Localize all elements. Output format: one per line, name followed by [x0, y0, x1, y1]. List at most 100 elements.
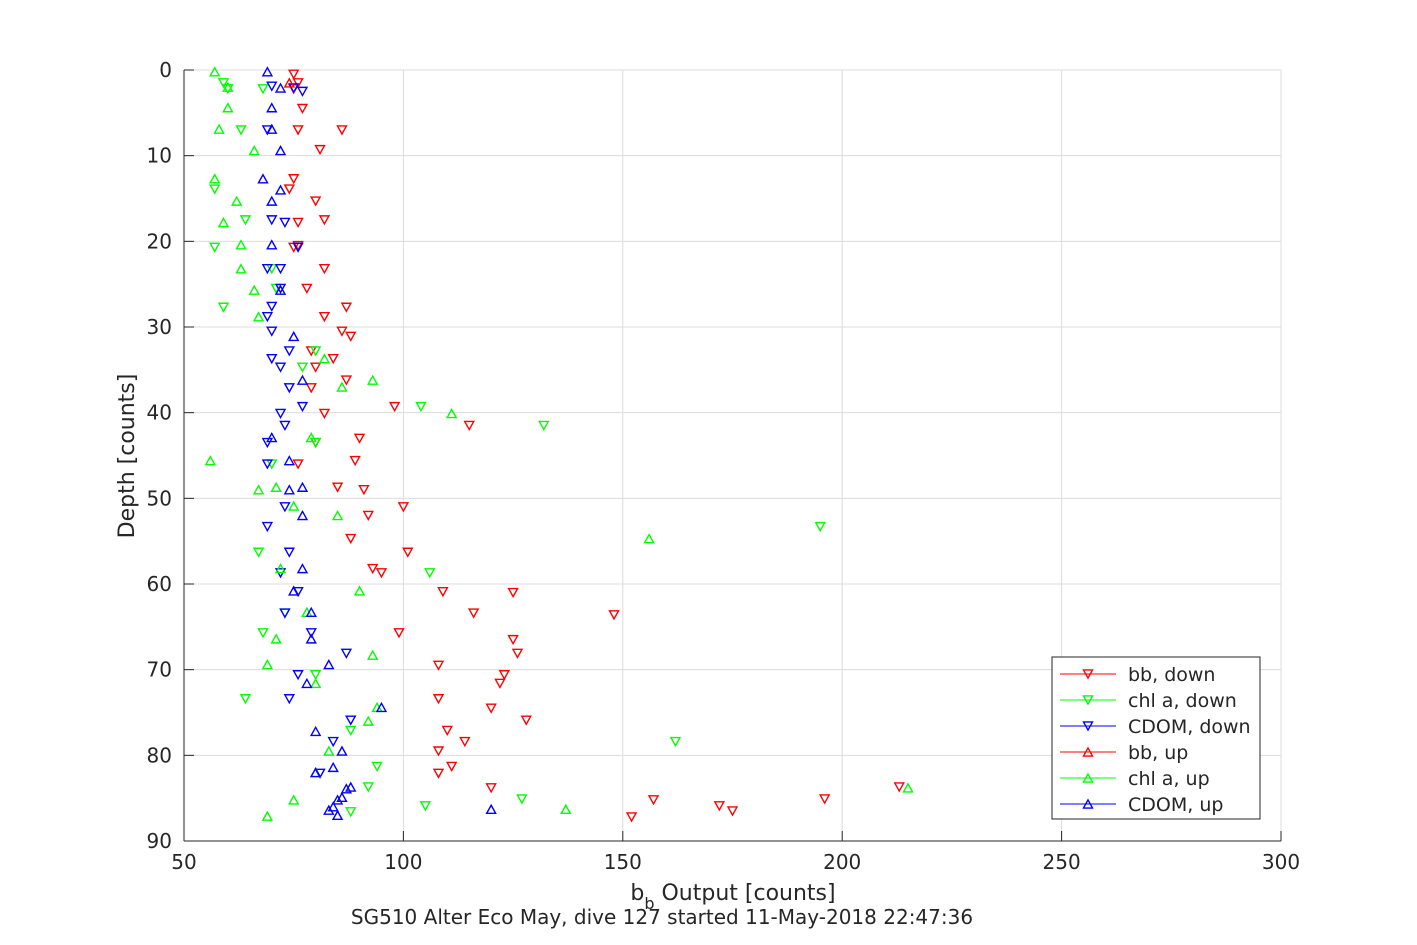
data-point	[283, 455, 296, 466]
data-point	[266, 239, 278, 250]
data-point	[279, 608, 291, 619]
data-point	[432, 746, 445, 757]
data-point	[248, 284, 260, 295]
data-point	[432, 660, 445, 671]
x-axis-label-base: b	[630, 881, 644, 906]
data-point	[261, 459, 274, 470]
data-point	[419, 801, 432, 812]
data-point	[261, 810, 274, 821]
data-point	[445, 408, 458, 419]
data-point	[327, 761, 339, 773]
data-point	[336, 326, 348, 337]
data-point	[266, 301, 278, 312]
data-point	[336, 791, 348, 803]
caption: SG510 Alter Eco May, dive 127 started 11…	[351, 905, 973, 929]
data-point	[353, 585, 366, 596]
data-point	[257, 173, 269, 184]
data-point	[296, 481, 309, 492]
data-point	[309, 677, 322, 689]
data-point	[252, 547, 265, 558]
data-point	[283, 77, 296, 88]
data-point	[441, 725, 453, 736]
data-point	[362, 510, 374, 521]
axes-frame	[183, 70, 1281, 842]
data-markers	[204, 66, 914, 823]
data-point	[283, 694, 296, 705]
y-axis-label: Depth [counts]	[115, 374, 140, 539]
legend-item: CDOM, down	[1060, 716, 1251, 738]
data-point	[288, 330, 300, 342]
data-point	[222, 81, 234, 92]
data-point	[292, 459, 304, 470]
data-point	[494, 678, 506, 689]
data-point	[463, 420, 475, 432]
data-point	[209, 242, 221, 253]
data-point	[323, 804, 335, 815]
data-point	[375, 568, 388, 579]
data-point	[222, 84, 234, 95]
data-point	[230, 195, 243, 206]
data-point	[371, 761, 383, 772]
data-point	[560, 803, 572, 815]
legend-marker	[1082, 798, 1094, 809]
data-point	[274, 563, 287, 574]
data-point	[345, 725, 357, 736]
data-point	[327, 801, 339, 812]
data-point	[340, 648, 353, 659]
data-point	[323, 745, 335, 756]
data-point	[248, 145, 260, 156]
data-point	[292, 78, 304, 89]
data-point	[288, 500, 300, 511]
data-point	[516, 794, 528, 805]
data-point	[213, 123, 225, 134]
data-point	[538, 420, 550, 432]
data-point	[292, 242, 304, 253]
data-point	[366, 649, 379, 660]
data-point	[274, 283, 287, 294]
data-point	[893, 782, 905, 793]
data-point	[353, 433, 366, 444]
data-point	[288, 585, 300, 596]
data-point	[358, 485, 370, 496]
data-point	[345, 715, 357, 726]
y-tick-label: 0	[159, 58, 172, 82]
axis-ticks	[183, 69, 1282, 842]
data-point	[288, 174, 300, 185]
data-point	[296, 362, 309, 373]
data-point	[270, 481, 282, 492]
data-point	[309, 362, 322, 373]
x-tick-label: 250	[1043, 850, 1081, 874]
data-point	[252, 484, 265, 495]
data-point	[305, 628, 317, 639]
legend-marker	[1082, 746, 1094, 757]
data-point	[292, 125, 304, 136]
data-point	[292, 217, 304, 228]
data-point	[305, 633, 317, 644]
data-point	[296, 401, 309, 413]
data-point	[309, 766, 322, 778]
data-point	[204, 455, 217, 466]
data-point	[647, 795, 660, 806]
data-point	[345, 781, 357, 792]
data-point	[814, 521, 826, 533]
data-point	[485, 783, 497, 794]
data-point	[239, 215, 252, 226]
x-tick-label: 200	[823, 850, 861, 874]
data-point	[266, 195, 278, 206]
data-point	[261, 521, 274, 533]
data-point	[292, 670, 304, 681]
data-point	[485, 803, 497, 815]
data-point	[318, 408, 331, 420]
data-point	[261, 659, 274, 670]
data-point	[507, 634, 519, 646]
data-point	[274, 408, 287, 420]
data-point	[340, 302, 353, 313]
data-point	[520, 715, 532, 726]
data-point	[270, 633, 282, 644]
data-point	[415, 401, 427, 413]
data-point	[309, 196, 322, 207]
data-point	[336, 381, 348, 392]
data-point	[296, 103, 309, 115]
data-point	[217, 216, 230, 228]
data-point	[235, 263, 247, 274]
